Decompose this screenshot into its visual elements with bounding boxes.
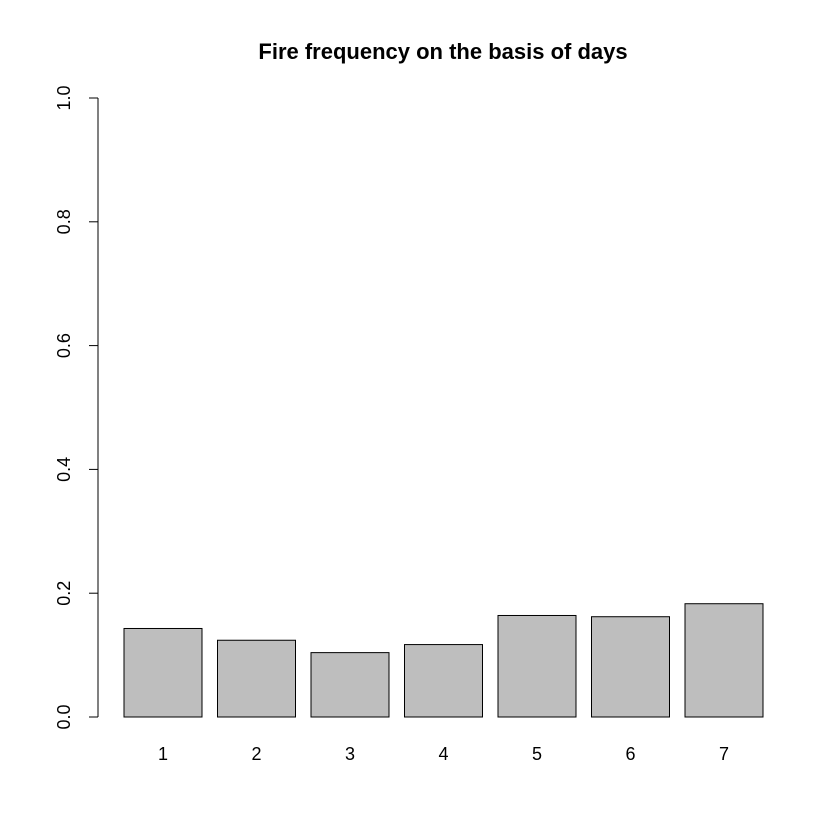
y-axis: 0.0 0.2 0.4 0.6 0.8 1.0 <box>54 85 98 730</box>
bars <box>123 603 764 718</box>
y-tick-label: 0.2 <box>54 581 74 606</box>
y-tick-label: 1.0 <box>54 85 74 110</box>
x-tick-label: 6 <box>625 744 635 764</box>
bar-7 <box>684 603 764 718</box>
y-tick-label: 0.0 <box>54 704 74 729</box>
x-tick-label: 7 <box>719 744 729 764</box>
bar-2 <box>217 639 296 718</box>
x-tick-label: 1 <box>158 744 168 764</box>
y-tick-label: 0.4 <box>54 457 74 482</box>
bar-6 <box>591 616 670 718</box>
x-tick-label: 2 <box>251 744 261 764</box>
y-tick-label: 0.6 <box>54 333 74 358</box>
bar-1 <box>123 627 203 718</box>
x-tick-label: 4 <box>438 744 448 764</box>
x-axis-labels: 1 2 3 4 5 6 7 <box>158 744 729 764</box>
chart-title: Fire frequency on the basis of days <box>258 39 627 64</box>
bar-5 <box>497 614 577 718</box>
x-tick-label: 5 <box>532 744 542 764</box>
bar-3 <box>310 652 390 718</box>
x-tick-label: 3 <box>345 744 355 764</box>
bar-4 <box>404 644 483 718</box>
y-tick-label: 0.8 <box>54 209 74 234</box>
